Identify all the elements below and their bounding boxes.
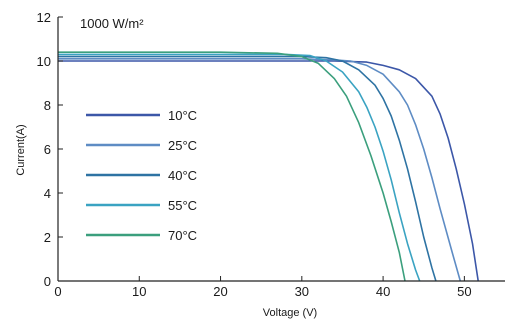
y-ticks: 0 2 4 6 8 10 12	[37, 10, 63, 289]
y-axis-label: Current(A)	[15, 124, 27, 175]
x-tick-label: 0	[54, 284, 61, 299]
irradiance-annotation: 1000 W/m²	[80, 16, 144, 31]
y-tick-label: 12	[37, 10, 51, 25]
series-line-55C	[58, 53, 421, 282]
series-line-70C	[58, 51, 406, 282]
legend-label: 55°C	[168, 198, 197, 213]
series-line-25C	[58, 58, 462, 282]
legend: 10°C 25°C 40°C 55°C 70°C	[86, 108, 197, 243]
y-tick-label: 6	[44, 142, 51, 157]
x-tick-label: 10	[132, 284, 146, 299]
legend-label: 10°C	[168, 108, 197, 123]
x-tick-label: 20	[213, 284, 227, 299]
series-curves	[58, 51, 479, 282]
x-tick-label: 30	[295, 284, 309, 299]
x-axis-label: Voltage (V)	[263, 307, 317, 319]
legend-label: 70°C	[168, 228, 197, 243]
x-tick-label: 40	[376, 284, 390, 299]
legend-label: 40°C	[168, 168, 197, 183]
x-tick-label: 50	[457, 284, 471, 299]
series-line-10C	[58, 60, 479, 282]
y-tick-label: 4	[44, 186, 51, 201]
y-tick-label: 0	[44, 274, 51, 289]
x-ticks: 0 10 20 30 40 50	[54, 276, 472, 299]
y-tick-label: 2	[44, 230, 51, 245]
legend-label: 25°C	[168, 138, 197, 153]
series-line-40C	[58, 55, 437, 282]
y-tick-label: 8	[44, 98, 51, 113]
y-tick-label: 10	[37, 54, 51, 69]
